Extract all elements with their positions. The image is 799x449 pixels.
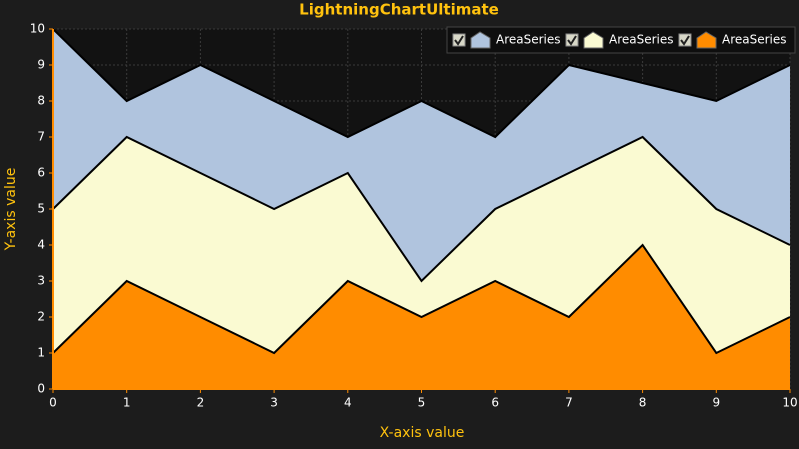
legend: AreaSeries AreaSeries AreaSeries <box>446 26 796 54</box>
axes: 0 1 2 3 4 5 6 7 8 9 10 0 1 2 3 4 5 6 7 8 9 10 <box>30 22 798 410</box>
x-axis-title: X-axis value <box>380 425 465 441</box>
y-tick-label: 10 <box>30 22 45 36</box>
y-tick-label: 3 <box>37 274 45 288</box>
chart-title: LightningChartUltimate <box>299 1 499 19</box>
legend-box <box>446 26 796 54</box>
y-tick-label: 1 <box>37 346 45 360</box>
y-tick-label: 4 <box>37 238 45 252</box>
y-tick-label: 0 <box>37 382 45 396</box>
x-tick-label: 9 <box>712 396 720 410</box>
area-line <box>52 243 791 355</box>
y-tick-label: 7 <box>37 130 45 144</box>
area-line <box>52 135 791 283</box>
x-tick-label: 3 <box>270 396 278 410</box>
area-line <box>52 28 791 139</box>
legend-check <box>454 35 464 46</box>
x-tick-label: 6 <box>491 396 499 410</box>
y-axis-title: Y-axis value <box>3 168 19 252</box>
legend-label: AreaSeries <box>609 33 674 47</box>
y-tick-label: 5 <box>37 202 45 216</box>
legend-check <box>680 35 690 46</box>
legend-icon <box>583 31 604 49</box>
y-tick-label: 2 <box>37 310 45 324</box>
y-tick-label: 6 <box>37 166 45 180</box>
x-tick-label: 10 <box>782 396 797 410</box>
x-tick-label: 5 <box>418 396 426 410</box>
legend-check <box>567 35 577 46</box>
legend-icon <box>696 31 717 49</box>
y-tick-label: 9 <box>37 58 45 72</box>
legend-label: AreaSeries <box>496 33 561 47</box>
x-tick-label: 8 <box>639 396 647 410</box>
y-tick-label: 8 <box>37 94 45 108</box>
areas <box>52 28 791 389</box>
legend-label: AreaSeries <box>722 33 787 47</box>
legend-icon <box>470 31 491 49</box>
x-tick-label: 0 <box>49 396 57 410</box>
x-tick-label: 1 <box>123 396 131 410</box>
x-tick-label: 7 <box>565 396 573 410</box>
x-tick-label: 4 <box>344 396 352 410</box>
x-tick-label: 2 <box>197 396 205 410</box>
